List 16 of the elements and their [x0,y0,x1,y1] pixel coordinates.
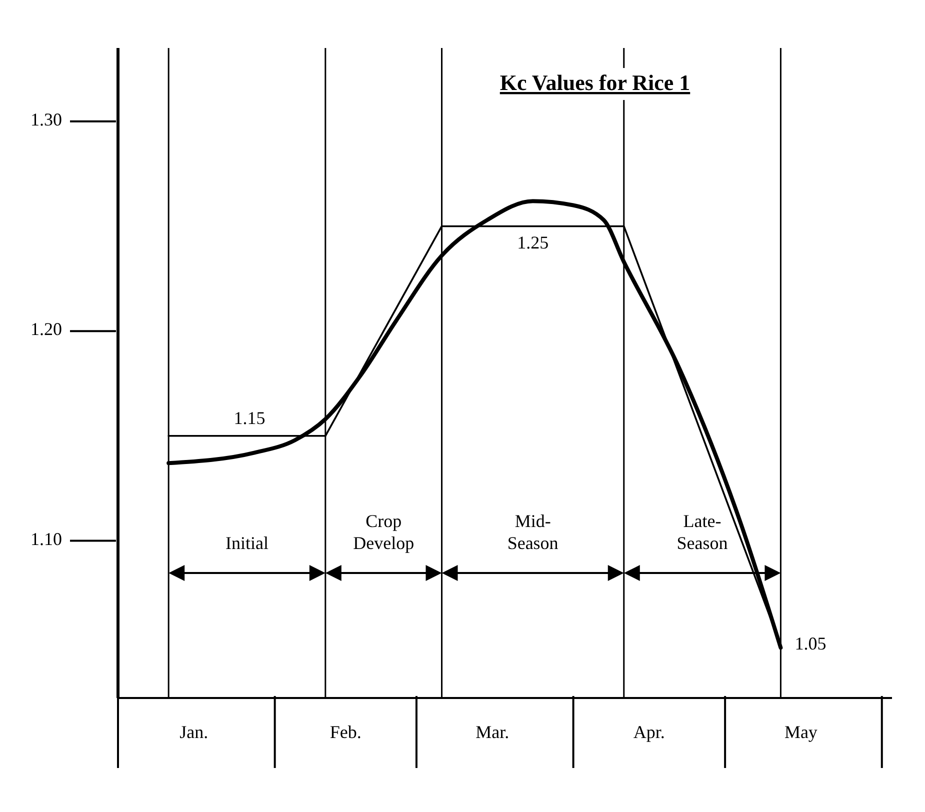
y-tick-label: 1.20 [30,319,62,340]
x-tick-label: Mar. [476,722,510,742]
annotation: Crop Develop [353,511,414,553]
annotation: Late-Season [676,511,728,553]
annotation: Initial [226,533,268,553]
annotation: 1.15 [234,408,266,428]
x-tick-label: Apr. [633,722,665,742]
x-tick-label: Feb. [330,722,362,742]
y-tick-label: 1.30 [30,110,62,130]
annotation: 1.25 [517,232,549,252]
annotation: Mid-Season [507,511,558,553]
x-tick-label: Jan. [180,722,208,742]
x-tick-label: May [784,722,818,742]
annotation: 1.05 [794,634,826,654]
y-tick-label: 1.10 [30,528,62,549]
text: Kc Values for Rice 1 [500,70,690,95]
